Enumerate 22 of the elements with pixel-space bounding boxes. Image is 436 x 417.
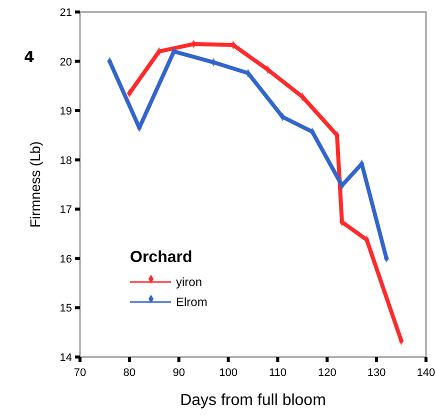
x-tick-label: 70 <box>74 367 86 379</box>
y-tick-label: 15 <box>60 302 72 315</box>
y-axis-title: Firmness (Lb) <box>27 141 43 228</box>
x-tick-label: 100 <box>219 367 238 379</box>
x-tick-label: 120 <box>318 367 336 379</box>
y-tick-label: 17 <box>60 204 72 216</box>
x-tick-label: 130 <box>367 367 386 379</box>
y-tick-label: 20 <box>60 56 72 68</box>
legend-label: Elrom <box>176 295 208 309</box>
y-tick-label: 21 <box>60 7 72 19</box>
y-tick-label: 14 <box>60 352 72 364</box>
y-tick-label: 16 <box>60 253 72 266</box>
x-tick-label: 80 <box>123 367 136 379</box>
x-tick-label: 140 <box>416 367 436 379</box>
y-tick-label: 19 <box>60 106 72 118</box>
x-axis-title: Days from full bloom <box>180 392 326 409</box>
legend-title: Orchard <box>130 249 192 266</box>
legend-label: yiron <box>176 275 202 289</box>
x-tick-label: 90 <box>172 367 185 379</box>
y-tick-label: 18 <box>60 154 72 167</box>
text: 4 <box>24 48 34 66</box>
x-tick-label: 110 <box>268 367 286 379</box>
